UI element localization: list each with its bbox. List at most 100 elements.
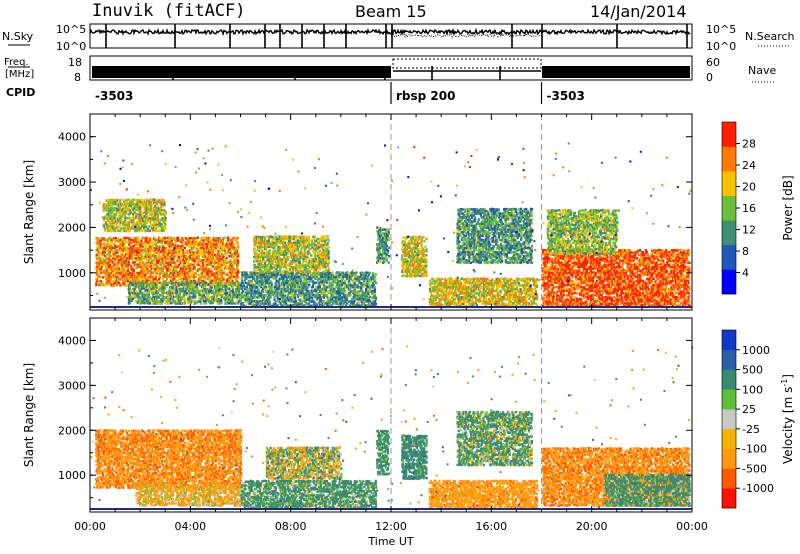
- power-cell: [156, 247, 159, 250]
- power-cell: [276, 274, 279, 277]
- power-cell: [259, 304, 262, 307]
- power-cell: [224, 263, 227, 266]
- power-cell: [253, 290, 256, 293]
- power-cell: [205, 289, 208, 293]
- power-cell: [191, 240, 194, 244]
- power-cell: [330, 304, 333, 307]
- power-cell: [98, 237, 101, 240]
- power-cell: [255, 299, 258, 303]
- power-cell: [218, 259, 221, 263]
- power-cell: [105, 238, 108, 241]
- power-cell: [198, 251, 201, 254]
- power-cell: [268, 302, 272, 306]
- power-cell: [366, 303, 369, 307]
- power-cell: [204, 296, 207, 299]
- power-cell: [314, 275, 317, 278]
- power-cell: [109, 213, 112, 216]
- power-cell: [162, 236, 165, 239]
- power-cell: [320, 288, 323, 291]
- power-cell: [152, 279, 155, 282]
- power-cell: [158, 277, 161, 281]
- power-cell: [135, 251, 138, 254]
- power-cell: [297, 290, 300, 293]
- power-cell: [137, 275, 140, 279]
- power-cell: [129, 299, 132, 303]
- power-cell: [220, 290, 223, 293]
- power-cell: [303, 281, 306, 285]
- power-cell: [133, 263, 136, 267]
- power-cell: [122, 261, 125, 265]
- power-cell: [163, 209, 166, 212]
- power-cell: [105, 249, 109, 252]
- power-cell: [141, 301, 144, 305]
- power-cell: [285, 266, 288, 269]
- power-cell: [164, 223, 167, 226]
- power-cell: [220, 283, 223, 287]
- power-cell: [113, 273, 116, 277]
- power-cell: [218, 236, 222, 240]
- power-cell: [146, 239, 149, 242]
- power-cell: [256, 280, 259, 283]
- power-cell: [272, 303, 275, 307]
- power-cell: [296, 295, 299, 299]
- power-cell: [245, 273, 248, 276]
- power-cell: [304, 292, 307, 295]
- power-cell: [101, 281, 104, 284]
- power-cell: [335, 294, 338, 297]
- power-cell: [216, 251, 220, 254]
- power-cell: [318, 275, 321, 278]
- power-cell: [227, 236, 230, 240]
- power-cell: [189, 263, 192, 266]
- power-cell: [311, 273, 314, 277]
- power-cell: [146, 291, 149, 295]
- power-cell: [125, 212, 128, 216]
- power-cell: [300, 273, 303, 276]
- freq-band: [92, 66, 391, 78]
- power-cell: [189, 301, 192, 305]
- power-cell: [119, 245, 122, 248]
- power-cell: [145, 205, 148, 208]
- power-cell: [195, 251, 198, 254]
- power-cell: [293, 294, 297, 297]
- power-cell: [152, 293, 155, 297]
- power-cell: [114, 259, 117, 263]
- power-cell: [286, 273, 290, 277]
- power-cell: [196, 281, 199, 285]
- power-cell: [293, 279, 296, 282]
- power-cell: [334, 296, 337, 299]
- power-cell: [104, 238, 107, 242]
- power-cell: [119, 201, 122, 204]
- power-cell: [176, 299, 179, 302]
- power-cell: [219, 257, 223, 261]
- power-cell: [182, 271, 185, 275]
- power-cell: [202, 283, 205, 287]
- power-cell: [149, 238, 152, 242]
- power-cell: [141, 217, 144, 220]
- power-cell: [225, 259, 228, 263]
- power-cell: [148, 229, 152, 232]
- power-cell: [231, 298, 234, 301]
- power-cell: [192, 251, 195, 254]
- power-cell: [322, 296, 325, 299]
- power-cell: [207, 298, 210, 301]
- power-cell: [270, 266, 273, 269]
- power-cell: [99, 280, 103, 283]
- power-cell: [131, 291, 134, 295]
- power-cell: [245, 271, 248, 274]
- power-cell: [147, 219, 150, 222]
- power-cell: [109, 275, 112, 279]
- power-cell: [291, 292, 294, 295]
- power-cell: [129, 227, 133, 230]
- power-cell: [198, 289, 201, 293]
- power-cell: [189, 271, 192, 274]
- power-cell: [129, 289, 133, 293]
- power-cell: [206, 259, 209, 263]
- power-cell: [353, 282, 356, 285]
- power-cell: [284, 298, 287, 301]
- power-cell: [253, 296, 256, 299]
- power-cell: [129, 204, 132, 208]
- power-cell: [139, 213, 142, 216]
- power-cell: [141, 295, 144, 298]
- power-cell: [327, 276, 330, 279]
- power-cell: [223, 263, 226, 266]
